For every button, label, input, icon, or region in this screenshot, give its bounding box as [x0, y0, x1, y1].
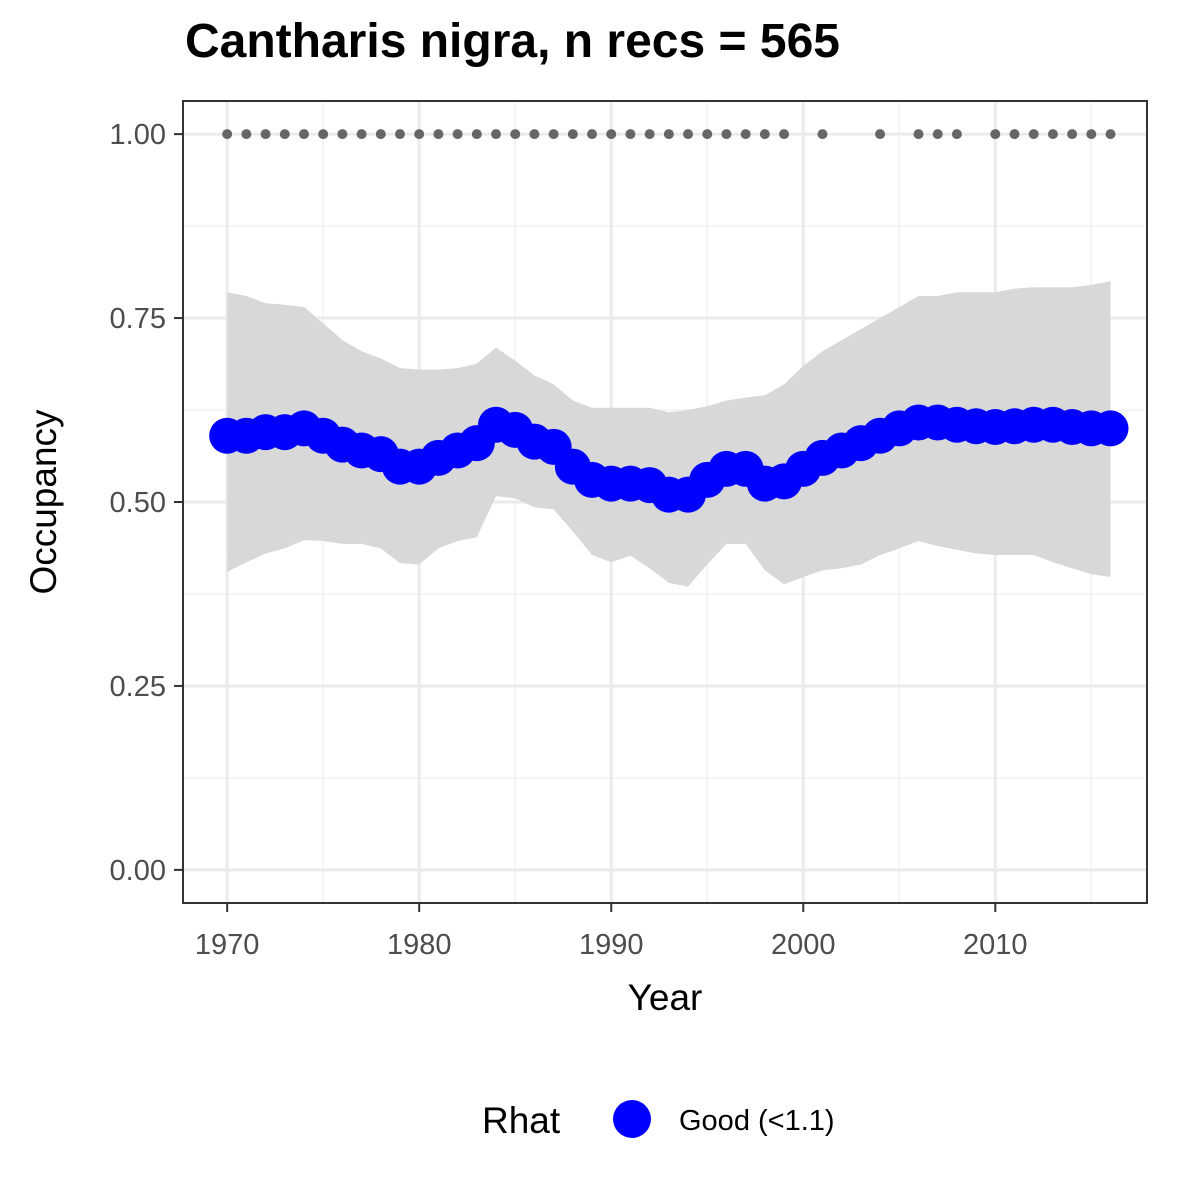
record-point: [279, 129, 290, 140]
record-point: [1086, 129, 1097, 140]
legend: Rhat Good (<1.1): [482, 1100, 835, 1141]
record-point: [817, 129, 828, 140]
y-tick-label: 1.00: [110, 119, 166, 151]
legend-label-good: Good (<1.1): [679, 1105, 835, 1137]
y-tick-label: 0.50: [110, 487, 166, 519]
record-points: [222, 129, 1116, 140]
record-point: [1028, 129, 1039, 140]
record-point: [932, 129, 943, 140]
record-point: [567, 129, 578, 140]
record-point: [318, 129, 329, 140]
record-point: [606, 129, 617, 140]
record-point: [779, 129, 790, 140]
record-point: [356, 129, 367, 140]
record-point: [491, 129, 502, 140]
y-axis-title: Occupancy: [23, 409, 64, 595]
record-point: [1009, 129, 1020, 140]
record-point: [759, 129, 770, 140]
record-point: [510, 129, 521, 140]
record-point: [337, 129, 348, 140]
record-point: [587, 129, 598, 140]
y-tick-label: 0.00: [110, 855, 166, 887]
credible-interval-ribbon: [227, 281, 1111, 587]
occupancy-point: [1092, 410, 1129, 447]
chart-title: Cantharis nigra, n recs = 565: [185, 15, 840, 68]
record-point: [222, 129, 233, 140]
record-point: [1047, 129, 1058, 140]
axis-ticks: 1970 1980 1990 2000 2010 0.00 0.25 0.50 0.75 1.00: [110, 119, 1028, 961]
record-point: [663, 129, 674, 140]
record-point: [414, 129, 425, 140]
occupancy-series: [209, 404, 1129, 513]
record-point: [951, 129, 962, 140]
record-point: [529, 129, 540, 140]
record-point: [644, 129, 655, 140]
record-point: [433, 129, 444, 140]
legend-key-good: [613, 1100, 651, 1138]
record-point: [241, 129, 252, 140]
x-tick-label: 2010: [963, 929, 1028, 961]
record-point: [298, 129, 309, 140]
y-tick-label: 0.25: [110, 671, 166, 703]
x-tick-label: 1990: [579, 929, 644, 961]
record-point: [1105, 129, 1116, 140]
x-tick-label: 1970: [195, 929, 260, 961]
record-point: [375, 129, 386, 140]
credible-interval-band: [227, 281, 1111, 587]
record-point: [1067, 129, 1078, 140]
record-point: [548, 129, 559, 140]
record-point: [913, 129, 924, 140]
x-tick-label: 2000: [771, 929, 836, 961]
record-point: [990, 129, 1001, 140]
legend-title: Rhat: [482, 1100, 561, 1141]
record-point: [875, 129, 886, 140]
record-point: [683, 129, 694, 140]
record-point: [702, 129, 713, 140]
record-point: [394, 129, 405, 140]
x-tick-label: 1980: [387, 929, 452, 961]
record-point: [260, 129, 271, 140]
record-point: [471, 129, 482, 140]
record-point: [452, 129, 463, 140]
record-point: [721, 129, 732, 140]
record-point: [625, 129, 636, 140]
y-tick-label: 0.75: [110, 303, 166, 335]
x-axis-title: Year: [628, 977, 703, 1018]
record-point: [740, 129, 751, 140]
